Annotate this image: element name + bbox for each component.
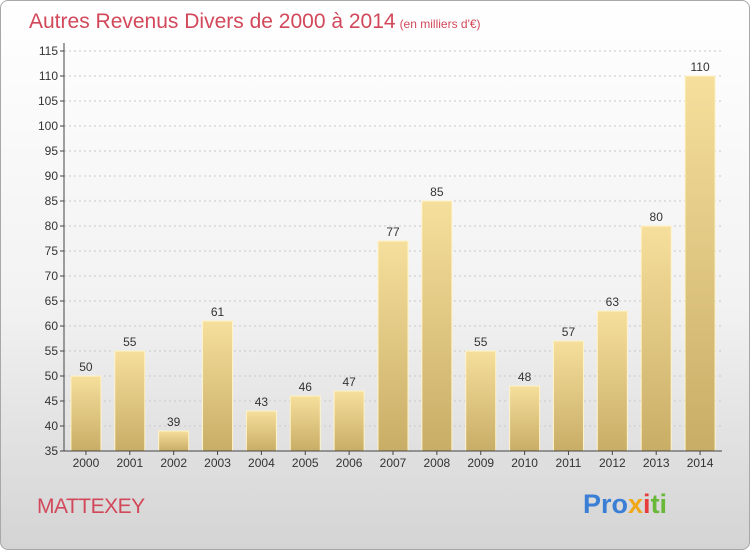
x-tick-label-2013: 2013: [643, 456, 670, 470]
y-tick-label: 55: [45, 344, 59, 358]
y-tick-label: 75: [45, 244, 59, 258]
chart-title: Autres Revenus Divers de 2000 à 2014 (en …: [29, 10, 481, 34]
bar-2008: [421, 200, 453, 452]
x-tick-label-2002: 2002: [160, 456, 187, 470]
data-label-2002: 39: [167, 415, 181, 429]
y-tick-label: 110: [39, 69, 58, 83]
y-tick-label: 65: [45, 294, 59, 308]
x-tick-label-2006: 2006: [336, 456, 363, 470]
town-name: MATTEXEY: [37, 495, 145, 518]
y-tick-label: 105: [38, 94, 58, 108]
y-tick-label: 50: [45, 369, 59, 383]
x-tick-label-2005: 2005: [292, 456, 319, 470]
bar-2001: [114, 350, 146, 452]
y-tick-label: 95: [45, 144, 59, 158]
x-tick-label-2011: 2011: [556, 456, 582, 470]
x-tick-label-2014: 2014: [687, 456, 714, 470]
data-label-2006: 47: [342, 375, 356, 389]
y-tick-label: 60: [45, 319, 59, 333]
data-label-2008: 85: [430, 185, 444, 199]
y-tick-label: 85: [45, 194, 59, 208]
data-label-2005: 46: [299, 380, 313, 394]
data-label-2004: 43: [255, 395, 269, 409]
bar-2007: [377, 240, 409, 452]
data-label-2011: 57: [562, 325, 576, 339]
bar-2014: [684, 75, 716, 452]
x-tick-label-2012: 2012: [599, 456, 626, 470]
bar-2011: [552, 340, 584, 452]
bar-2005: [289, 395, 321, 452]
bars: [70, 75, 716, 452]
data-label-2003: 61: [211, 305, 225, 319]
bar-2009: [465, 350, 497, 452]
bar-2010: [509, 385, 541, 452]
data-label-2014: 110: [690, 60, 709, 74]
labels: 35 40 45 50 55 60 65 70 75 80 85 90 95 100 105 110 115 50…: [38, 44, 714, 470]
data-label-2007: 77: [386, 225, 400, 239]
y-tick-label: 35: [45, 444, 59, 458]
bar-2004: [245, 410, 277, 452]
data-label-2001: 55: [123, 335, 137, 349]
y-tick-label: 80: [45, 219, 59, 233]
logo-part-4: ti: [650, 489, 668, 519]
x-tick-label-2000: 2000: [73, 456, 100, 470]
y-tick-label: 90: [45, 169, 59, 183]
data-label-2013: 80: [650, 210, 664, 224]
data-label-2009: 55: [474, 335, 488, 349]
bar-2006: [333, 390, 365, 452]
data-label-2012: 63: [606, 295, 620, 309]
logo-part-2: x: [628, 489, 644, 519]
y-tick-label: 40: [45, 419, 59, 433]
bar-2000: [70, 375, 102, 452]
bar-2002: [158, 430, 190, 452]
chart-subtitle: (en milliers d'€): [399, 17, 481, 31]
bar-2013: [640, 225, 672, 452]
x-tick-label-2001: 2001: [116, 456, 143, 470]
logo-part-3: i: [643, 489, 651, 519]
y-tick-label: 70: [45, 269, 59, 283]
x-tick-label-2010: 2010: [511, 456, 538, 470]
chart-title-text: Autres Revenus Divers de 2000 à 2014: [29, 10, 396, 33]
y-tick-label: 45: [45, 394, 59, 408]
data-label-2000: 50: [79, 360, 93, 374]
x-tick-label-2008: 2008: [424, 456, 451, 470]
bar-2012: [596, 310, 628, 452]
y-tick-label: 100: [38, 119, 58, 133]
axes: [60, 43, 722, 455]
x-tick-label-2009: 2009: [467, 456, 494, 470]
y-tick-label: 115: [39, 44, 58, 58]
x-tick-label-2003: 2003: [204, 456, 231, 470]
data-label-2010: 48: [518, 370, 532, 384]
x-tick-label-2007: 2007: [380, 456, 407, 470]
bar-2003: [202, 320, 234, 452]
x-tick-label-2004: 2004: [248, 456, 275, 470]
logo-part-1: Pro: [583, 489, 629, 519]
proxiti-logo: Proxiti: [583, 489, 667, 520]
